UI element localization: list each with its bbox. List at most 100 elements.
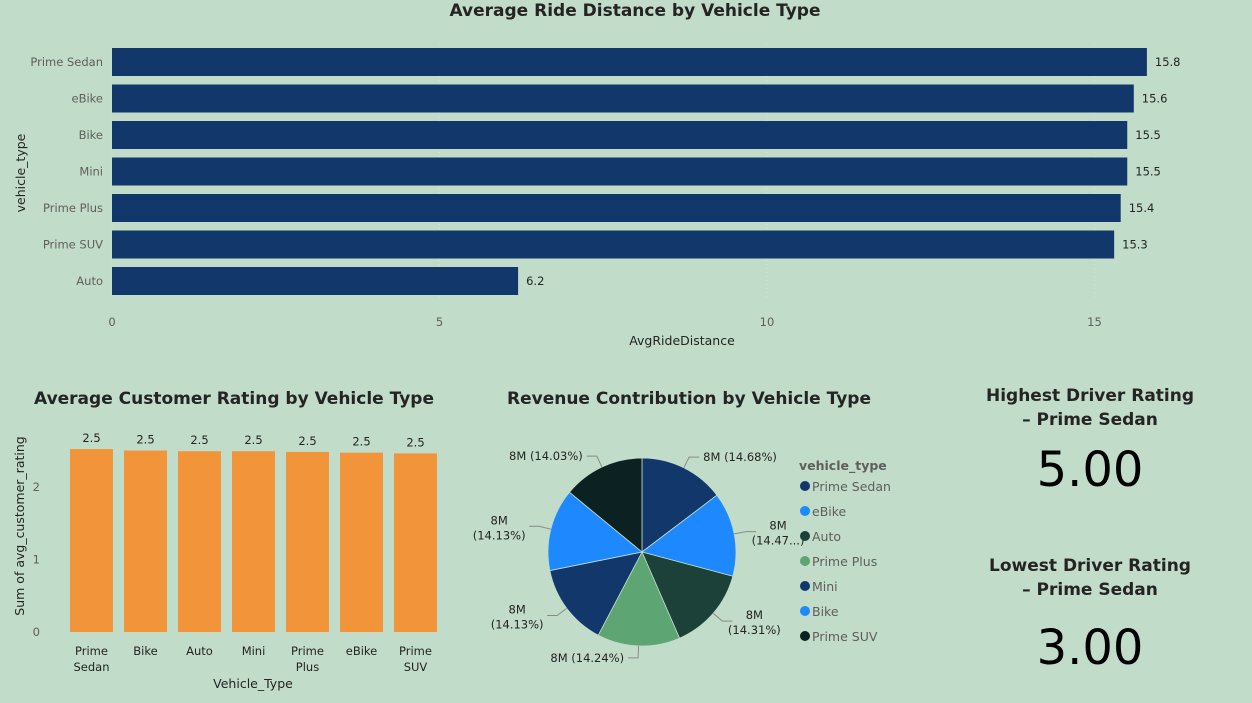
highest-rating-title-line2: – Prime Sedan <box>1022 410 1158 430</box>
ride-distance-x-tick-label: 5 <box>436 315 443 329</box>
customer-rating-y-axis-title: Sum of avg_customer_rating <box>12 436 27 615</box>
revenue-pie-data-label: 8M (14.68%) <box>703 450 777 464</box>
pie-legend-item[interactable]: Prime Sedan <box>800 479 891 494</box>
customer-rating-x-tick-label: Prime SUV <box>399 644 432 674</box>
customer-rating-x-tick-label: eBike <box>346 644 378 658</box>
revenue-pie-leader-line <box>529 525 551 530</box>
revenue-pie-slice <box>547 491 643 572</box>
customer-rating-data-label: 2.5 <box>352 435 370 449</box>
ride-distance-data-label: 15.5 <box>1135 128 1161 142</box>
revenue-pie-chart: Revenue Contribution by Vehicle Type 8M … <box>473 389 891 665</box>
ride-distance-x-tick-label: 15 <box>1087 315 1102 329</box>
revenue-pie-leader-line <box>628 645 640 659</box>
revenue-pie-slice <box>568 457 643 553</box>
customer-rating-x-tick-label: Prime Sedan <box>73 644 109 674</box>
customer-rating-x-tick-label: Bike <box>133 644 157 658</box>
revenue-pie-leader-line <box>683 456 700 469</box>
ride-distance-data-label: 15.4 <box>1129 201 1155 215</box>
pie-legend-label: Mini <box>812 579 838 594</box>
pie-legend-marker <box>800 481 810 491</box>
ride-distance-data-label: 15.5 <box>1135 165 1161 179</box>
customer-rating-y-tick-label: 0 <box>33 625 40 639</box>
customer-rating-chart: Average Customer Rating by Vehicle Type … <box>12 389 437 691</box>
revenue-pie-title: Revenue Contribution by Vehicle Type <box>507 389 871 409</box>
lowest-rating-value: 3.00 <box>1036 620 1144 676</box>
revenue-pie-data-label: 8M (14.47...) <box>752 519 805 548</box>
customer-rating-data-label: 2.5 <box>190 433 208 447</box>
pie-legend-marker <box>800 606 810 616</box>
pie-legend-label: Prime Sedan <box>812 479 891 494</box>
customer-rating-bar <box>340 452 383 632</box>
ride-distance-y-tick-label: Prime Plus <box>43 201 103 215</box>
revenue-pie-data-label: 8M (14.13%) <box>491 603 544 632</box>
ride-distance-bar <box>112 84 1134 113</box>
pie-legend-marker <box>800 531 810 541</box>
ride-distance-y-axis-title: vehicle_type <box>13 133 28 212</box>
highest-rating-value: 5.00 <box>1036 442 1144 498</box>
pie-legend-item[interactable]: Bike <box>800 604 839 619</box>
pie-legend-item[interactable]: Mini <box>800 579 838 594</box>
ride-distance-y-tick-label: Auto <box>76 274 103 288</box>
pie-legend-marker <box>800 506 810 516</box>
revenue-pie-slice <box>641 494 737 577</box>
pie-legend-label: Prime SUV <box>812 629 878 644</box>
pie-legend-item[interactable]: Prime Plus <box>800 554 877 569</box>
customer-rating-y-tick-label: 2 <box>33 480 40 494</box>
highest-rating-title-line1: Highest Driver Rating <box>985 386 1195 406</box>
ride-distance-data-label: 15.6 <box>1142 92 1168 106</box>
customer-rating-x-tick-label: Mini <box>242 644 266 658</box>
pie-legend-marker <box>800 581 810 591</box>
ride-distance-x-tick-label: 0 <box>108 315 115 329</box>
customer-rating-data-label: 2.5 <box>82 431 100 445</box>
ride-distance-chart: Average Ride Distance by Vehicle Type Pr… <box>13 1 1181 348</box>
ride-distance-bar <box>112 230 1115 259</box>
ride-distance-bar <box>112 48 1147 76</box>
pie-legend-item[interactable]: eBike <box>800 504 847 519</box>
pie-legend-label: Bike <box>812 604 839 619</box>
revenue-pie-leader-line <box>734 531 757 535</box>
customer-rating-bar <box>178 451 221 632</box>
ride-distance-bar <box>112 194 1121 222</box>
customer-rating-title: Average Customer Rating by Vehicle Type <box>34 389 434 409</box>
customer-rating-data-label: 2.5 <box>298 434 316 448</box>
pie-legend-label: eBike <box>812 504 847 519</box>
lowest-rating-title-line2: – Prime Sedan <box>1022 580 1158 600</box>
customer-rating-x-tick-label: Prime Plus <box>291 644 324 674</box>
revenue-pie-leader-line <box>586 455 603 468</box>
revenue-pie-slice <box>641 551 734 639</box>
revenue-pie-data-label: 8M (14.13%) <box>473 513 526 542</box>
pie-legend-marker <box>800 556 810 566</box>
pie-legend-label: Auto <box>812 529 841 544</box>
customer-rating-bar <box>394 453 437 632</box>
ride-distance-y-tick-label: eBike <box>72 92 104 106</box>
customer-rating-x-axis-title: Vehicle_Type <box>213 676 293 691</box>
revenue-pie-slice <box>549 551 643 636</box>
ride-distance-x-axis-title: AvgRideDistance <box>629 333 735 348</box>
pie-legend-title: vehicle_type <box>799 458 887 474</box>
ride-distance-y-tick-label: Bike <box>79 128 103 142</box>
customer-rating-bar <box>232 451 275 632</box>
pie-legend-item[interactable]: Prime SUV <box>800 629 878 644</box>
customer-rating-bar <box>286 451 329 632</box>
lowest-rating-title-line1: Lowest Driver Rating <box>989 556 1191 576</box>
customer-rating-data-label: 2.5 <box>406 435 424 449</box>
customer-rating-bar <box>124 450 167 632</box>
customer-rating-bar <box>70 449 113 632</box>
ride-distance-bar <box>112 121 1128 149</box>
revenue-pie-slice <box>641 457 718 553</box>
pie-legend-item[interactable]: Auto <box>800 529 841 544</box>
ride-distance-title: Average Ride Distance by Vehicle Type <box>449 1 820 21</box>
highest-driver-rating-card: Highest Driver Rating – Prime Sedan 5.00 <box>960 384 1220 498</box>
ride-distance-data-label: 15.8 <box>1155 55 1181 69</box>
customer-rating-data-label: 2.5 <box>244 433 262 447</box>
customer-rating-y-tick-label: 1 <box>33 552 40 566</box>
revenue-pie-data-label: 8M (14.31%) <box>728 608 781 637</box>
revenue-pie-leader-line <box>547 607 568 617</box>
ride-distance-y-tick-label: Prime Sedan <box>30 55 103 69</box>
customer-rating-x-tick-label: Auto <box>186 644 213 658</box>
lowest-driver-rating-card: Lowest Driver Rating – Prime Sedan 3.00 <box>960 554 1220 676</box>
revenue-pie-slice <box>597 551 681 647</box>
revenue-pie-leader-line <box>712 612 733 622</box>
ride-distance-y-tick-label: Prime SUV <box>43 238 103 252</box>
